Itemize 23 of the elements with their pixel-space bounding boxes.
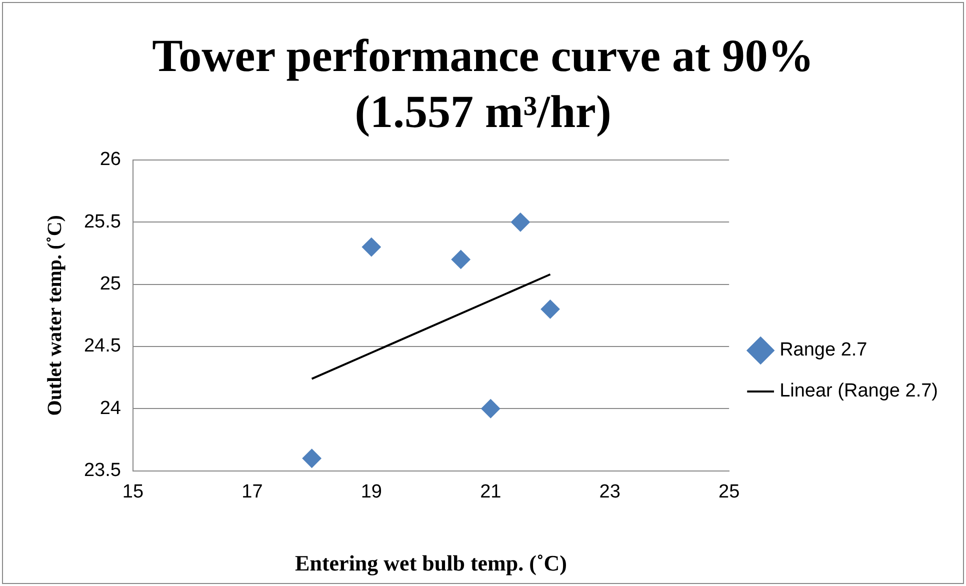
y-tick-label: 24.5 (84, 336, 121, 357)
y-tick-label: 25.5 (84, 211, 121, 232)
x-tick-label: 15 (122, 481, 144, 502)
y-tick-label: 25 (100, 274, 121, 295)
point (362, 238, 381, 257)
x-axis-title: Entering wet bulb temp. (˚C) (295, 550, 567, 576)
legend-label: Range 2.7 (780, 340, 868, 361)
x-tick-label: 19 (360, 481, 382, 502)
x-tick-label: 23 (599, 481, 620, 502)
chart-title: Tower performance curve at 90% (1.557 m³/hr) (151, 29, 815, 139)
x-tick-label: 17 (242, 481, 263, 502)
point (302, 448, 322, 468)
point (481, 399, 500, 418)
point (540, 300, 560, 319)
x-tick-label: 25 (718, 481, 740, 502)
point (510, 212, 530, 232)
y-axis-title: Outlet water temp. (˚C) (44, 215, 66, 416)
y-tick-label: 24 (100, 398, 122, 419)
y-tick-label: 23.5 (84, 460, 121, 482)
x-tick-label: 21 (480, 481, 502, 502)
y-tick-label: 26 (100, 149, 121, 170)
legend-label: Linear (Range 2.7) (780, 380, 938, 402)
point (451, 250, 470, 269)
